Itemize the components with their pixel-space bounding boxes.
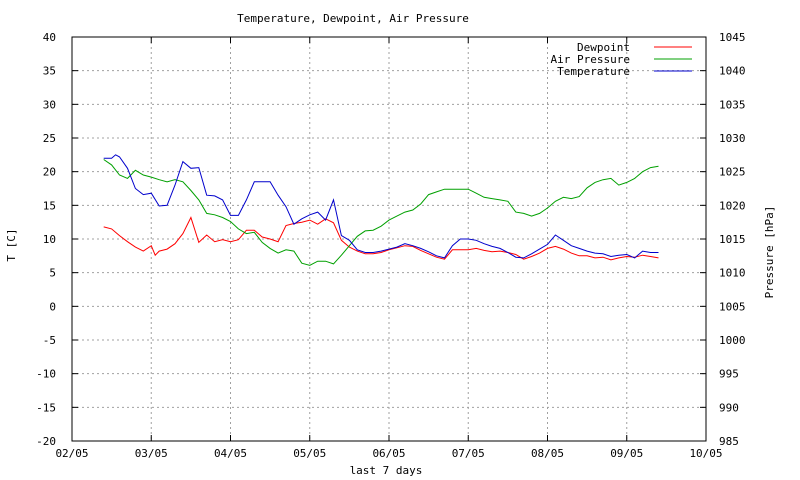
y2-tick-label: 1040 (719, 65, 746, 78)
x-tick-label: 07/05 (452, 447, 485, 460)
y-tick-label: 40 (43, 31, 56, 44)
series-line-dewpoint (103, 216, 659, 261)
legend-label: Air Pressure (551, 53, 630, 66)
y2-axis-ticks: 985 990 995 1000 1005 1010 1015 1020 1025 1030 103… (700, 31, 746, 448)
x-tick-label: 04/05 (214, 447, 247, 460)
y2-tick-label: 1010 (719, 267, 746, 280)
y-tick-label: -10 (36, 368, 56, 381)
y2-tick-label: 1030 (719, 132, 746, 145)
y-axis-label: T [C] (5, 228, 18, 261)
y-tick-label: -15 (36, 401, 56, 414)
plot-frame (71, 36, 707, 442)
chart-title: Temperature, Dewpoint, Air Pressure (237, 12, 469, 25)
x-axis-label: last 7 days (350, 464, 423, 477)
y2-tick-label: 1035 (719, 98, 746, 111)
y-tick-label: 5 (49, 267, 56, 280)
y-tick-label: 30 (43, 98, 56, 111)
grid (72, 37, 706, 441)
y2-tick-label: 1000 (719, 334, 746, 347)
y2-tick-label: 990 (719, 401, 739, 414)
series-line-temperature (103, 154, 659, 259)
y-tick-label: 35 (43, 65, 56, 78)
legend-label: Dewpoint (577, 41, 630, 54)
y-tick-label: -20 (36, 435, 56, 448)
x-tick-label: 05/05 (293, 447, 326, 460)
y2-tick-label: 995 (719, 368, 739, 381)
y-tick-label: 15 (43, 199, 56, 212)
y2-tick-label: 1025 (719, 166, 746, 179)
x-tick-label: 08/05 (531, 447, 564, 460)
y2-tick-label: 1020 (719, 199, 746, 212)
x-tick-label: 02/05 (55, 447, 88, 460)
y2-tick-label: 1005 (719, 300, 746, 313)
y-tick-label: 10 (43, 233, 56, 246)
x-tick-label: 03/05 (135, 447, 168, 460)
x-axis-ticks: 02/05 03/05 04/05 05/05 06/05 07/05 08/05 09/05… (55, 37, 723, 460)
y2-tick-label: 1045 (719, 31, 746, 44)
series-line-air-pressure (103, 159, 659, 266)
y-tick-label: 25 (43, 132, 56, 145)
x-tick-label: 10/05 (689, 447, 722, 460)
y-tick-label: 0 (49, 300, 56, 313)
x-tick-label: 06/05 (372, 447, 405, 460)
y2-tick-label: 985 (719, 435, 739, 448)
legend-label: Temperature (557, 65, 630, 78)
x-tick-label: 09/05 (610, 447, 643, 460)
y-tick-label: 20 (43, 166, 56, 179)
y2-tick-label: 1015 (719, 233, 746, 246)
y-tick-label: -5 (43, 334, 56, 347)
series-lines (103, 154, 659, 266)
y2-axis-label: Pressure [hPa] (763, 206, 776, 299)
